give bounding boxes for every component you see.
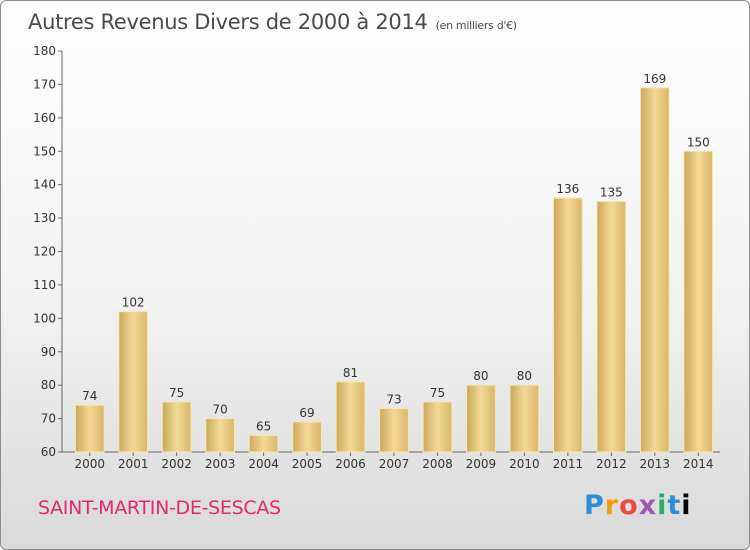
value-label-2012: 135	[600, 185, 623, 199]
x-tick-label-2006: 2006	[335, 457, 366, 471]
x-tick-label-2003: 2003	[205, 457, 236, 471]
y-tick-label: 60	[41, 445, 56, 459]
y-tick-label: 70	[41, 412, 56, 426]
x-tick-label-2002: 2002	[161, 457, 192, 471]
chart-title-text: Autres Revenus Divers de 2000 à 2014	[28, 10, 428, 34]
value-label-2010: 80	[517, 369, 532, 383]
bar-2011	[553, 197, 583, 453]
value-label-2006: 81	[343, 366, 358, 380]
y-tick-label: 100	[33, 311, 56, 325]
value-label-2004: 65	[256, 419, 271, 433]
y-tick-label: 180	[33, 44, 56, 58]
value-label-2013: 169	[643, 72, 666, 86]
y-tick-label: 80	[41, 378, 56, 392]
chart-title: Autres Revenus Divers de 2000 à 2014 (en …	[28, 10, 517, 34]
bar-2000	[74, 404, 105, 453]
value-label-2001: 102	[122, 296, 145, 310]
value-label-2002: 75	[169, 386, 184, 400]
bar-2008	[422, 401, 453, 453]
y-tick-label: 140	[33, 178, 56, 192]
bar-2002	[161, 401, 192, 453]
x-tick-label-2010: 2010	[509, 457, 540, 471]
value-label-2000: 74	[82, 389, 97, 403]
value-label-2008: 75	[430, 386, 445, 400]
x-tick-label-2000: 2000	[74, 457, 105, 471]
y-tick-label: 130	[33, 211, 56, 225]
bar-2007	[379, 408, 409, 453]
value-label-2005: 69	[299, 406, 314, 420]
x-tick-label-2007: 2007	[379, 457, 410, 471]
bar-2014	[683, 150, 714, 453]
bar-2006	[335, 381, 366, 453]
bar-2005	[292, 421, 322, 453]
x-tick-label-2013: 2013	[640, 457, 671, 471]
x-tick-label-2004: 2004	[248, 457, 279, 471]
y-tick-label: 160	[33, 111, 56, 125]
proxiti-logo: Proxiti	[584, 490, 692, 521]
y-tick-label: 170	[33, 77, 56, 91]
chart-subtitle: (en milliers d'€)	[435, 19, 517, 32]
bar-2004	[248, 434, 279, 453]
bar-2013	[639, 87, 670, 453]
x-tick-label-2001: 2001	[118, 457, 149, 471]
value-label-2014: 150	[687, 135, 710, 149]
commune-name: SAINT-MARTIN-DE-SESCAS	[38, 497, 281, 519]
bar-2010	[509, 384, 540, 453]
value-label-2007: 73	[386, 393, 401, 407]
value-label-2009: 80	[473, 369, 488, 383]
x-tick-label-2008: 2008	[422, 457, 453, 471]
bar-2003	[205, 418, 235, 453]
y-tick-label: 120	[33, 245, 56, 259]
x-tick-label-2009: 2009	[466, 457, 497, 471]
x-tick-label-2005: 2005	[292, 457, 323, 471]
x-tick-label-2012: 2012	[596, 457, 627, 471]
bar-2012	[596, 200, 627, 453]
value-label-2011: 136	[556, 182, 579, 196]
y-tick-label: 150	[33, 144, 56, 158]
bar-2009	[466, 384, 496, 453]
value-label-2003: 70	[212, 403, 227, 417]
y-tick-label: 90	[41, 345, 56, 359]
x-tick-label-2014: 2014	[683, 457, 714, 471]
bar-2001	[118, 311, 149, 453]
y-tick-label: 110	[33, 278, 56, 292]
x-tick-label-2011: 2011	[553, 457, 584, 471]
